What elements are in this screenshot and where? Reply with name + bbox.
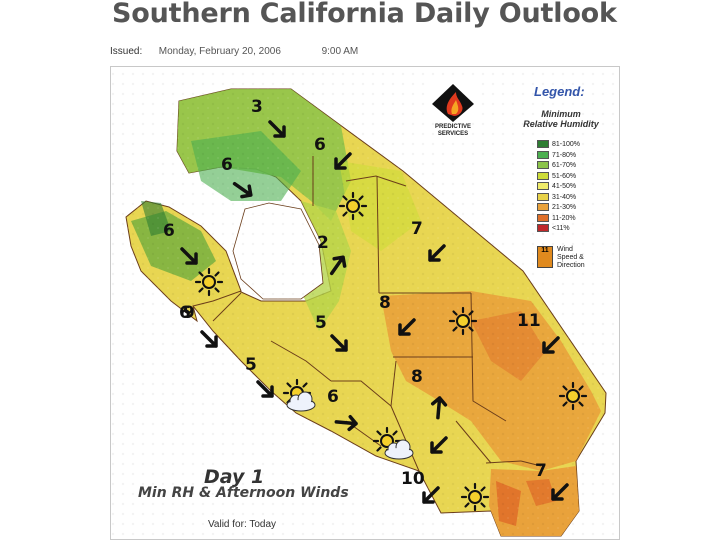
legend-swatch — [537, 161, 549, 170]
page-title: Southern California Daily Outlook — [112, 0, 617, 29]
legend-swatch — [537, 224, 549, 233]
issued-label: Issued: — [110, 46, 143, 57]
wind-speed-label: 7 — [535, 461, 547, 481]
legend-item-label: 41-50% — [552, 183, 577, 190]
day-title: Day 1 — [204, 466, 265, 488]
issued-time: 9:00 AM — [321, 46, 359, 57]
wind-arrow-icon — [428, 244, 446, 262]
legend-subtitle: Minimum Relative Humidity — [523, 109, 599, 129]
wind-speed-label: 7 — [411, 219, 423, 239]
legend-item-label: 11-20% — [552, 214, 576, 222]
wind-arrow-icon — [430, 436, 448, 454]
legend-swatch — [537, 140, 549, 149]
legend-swatch — [537, 213, 549, 222]
day-subtitle: Min RH & Afternoon Winds — [138, 485, 349, 501]
sun-icon — [338, 191, 368, 221]
legend-item: 11-20% — [537, 213, 576, 223]
legend-item: 81-100% — [537, 140, 580, 149]
valid-value: Today — [249, 519, 277, 530]
wind-arrow-icon — [542, 336, 560, 354]
legend-title: Legend: — [534, 84, 585, 99]
legend-item: 41-50% — [537, 182, 576, 191]
wind-speed-label: 5 — [245, 355, 257, 375]
legend-item-label: 71-80% — [552, 151, 577, 159]
wind-arrow-icon — [334, 411, 358, 435]
issued-row: Issued: Monday, February 20, 2006 9:00 A… — [110, 46, 358, 57]
legend-item: 31-40% — [537, 192, 577, 202]
legend-item: <11% — [537, 224, 570, 233]
wind-arrow-icon — [551, 483, 569, 501]
wind-speed-label: 8 — [379, 293, 391, 313]
wind-arrow-icon — [180, 247, 198, 265]
wind-key-swatch: 11 — [537, 246, 553, 268]
sun-icon — [194, 267, 224, 297]
wind-arrow-icon — [334, 152, 352, 170]
legend-swatch — [537, 171, 549, 180]
legend-swatch — [537, 192, 549, 201]
legend-swatch — [537, 182, 549, 191]
legend-item: 21-30% — [537, 203, 576, 212]
legend-swatch — [537, 203, 549, 212]
legend-swatch — [537, 150, 549, 159]
wind-speed-label: 2 — [317, 233, 329, 253]
wind-arrow-icon — [232, 179, 253, 200]
logo-text: PREDICTIVE SERVICES — [434, 124, 471, 137]
wind-arrow-icon — [256, 380, 274, 398]
valid-label: Valid for: — [208, 519, 247, 530]
wind-arrow-icon — [398, 318, 416, 336]
wind-key-label: Wind Speed & Direction — [557, 246, 585, 269]
wind-speed-label: 6 — [327, 387, 339, 407]
legend-item-label: 21-30% — [552, 204, 577, 211]
predictive-services-logo: PREDICTIVE SERVICES — [426, 80, 480, 142]
sun-icon — [448, 306, 478, 336]
wind-speed-label: 6 — [221, 155, 233, 175]
wind-arrow-icon — [427, 396, 451, 420]
wind-speed-label: 3 — [251, 97, 263, 117]
valid-row: Valid for: Today — [208, 519, 276, 530]
legend-item: 61-70% — [537, 161, 576, 170]
wind-arrow-icon — [330, 334, 348, 352]
wind-arrow-icon — [200, 330, 218, 348]
legend-item: 51-60% — [537, 171, 577, 181]
sun-icon — [558, 381, 588, 411]
legend-item-label: <11% — [552, 225, 570, 232]
wind-speed-label: 6 — [314, 135, 326, 155]
wind-speed-label: 11 — [517, 311, 541, 331]
wind-arrow-icon — [327, 255, 348, 276]
legend-item-label: 81-100% — [552, 141, 581, 148]
wind-arrow-icon — [268, 120, 286, 138]
legend-item-label: 61-70% — [552, 162, 577, 169]
wind-speed-label: 8 — [411, 367, 423, 387]
issued-date: Monday, February 20, 2006 — [158, 46, 281, 57]
wind-arrow-icon — [422, 486, 440, 504]
wind-speed-label: 6 — [163, 221, 175, 241]
flame-logo-icon — [428, 82, 478, 122]
map-frame: 3 6 6 6 6 2 7 5 9 8 11 5 6 8 10 7 — [110, 66, 620, 540]
legend-item-label: 31-40% — [552, 193, 577, 201]
legend-item-label: 51-60% — [552, 172, 577, 180]
wind-speed-label: 6 — [179, 303, 191, 323]
wind-speed-label: 10 — [401, 469, 425, 489]
sun-icon — [460, 482, 490, 512]
map-legend: Legend: Minimum Relative Humidity 81-100… — [512, 80, 610, 276]
wind-speed-label: 5 — [315, 313, 327, 333]
wind-speed-label: 9 — [183, 303, 195, 323]
legend-item: 71-80% — [537, 150, 577, 160]
